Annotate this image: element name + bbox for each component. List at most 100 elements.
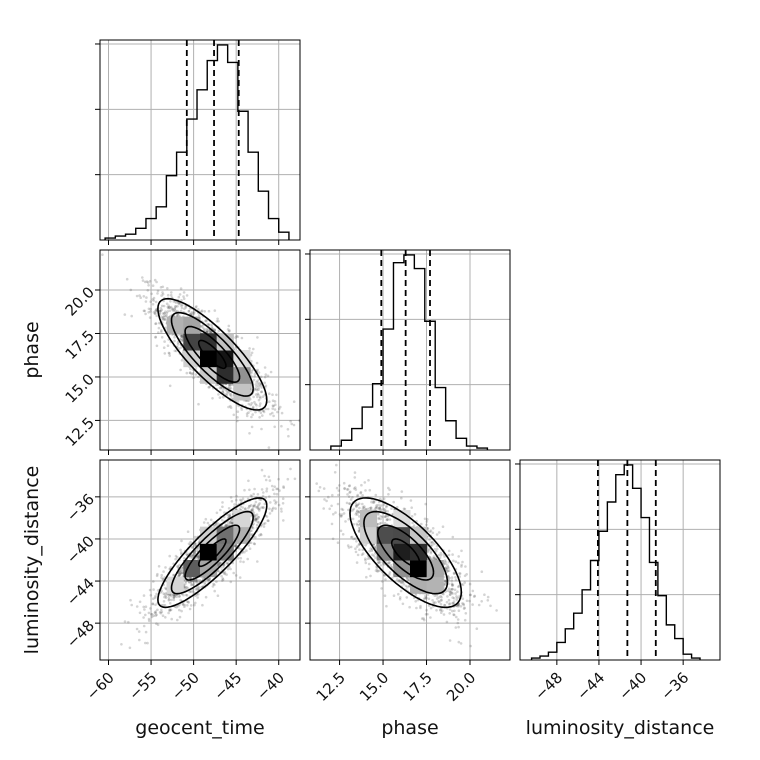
density-cell [233, 383, 251, 401]
panel-content [100, 460, 300, 660]
sample-point [137, 630, 141, 633]
sample-point [166, 293, 170, 297]
sample-point [238, 576, 242, 579]
sample-point [448, 639, 452, 642]
sample-point [171, 308, 174, 312]
sample-point [352, 487, 356, 490]
sample-point [189, 604, 193, 607]
panel-frame [309, 249, 511, 451]
sample-point [451, 535, 455, 539]
sample-point [251, 510, 255, 513]
sample-point [194, 306, 198, 309]
sample-point [176, 341, 180, 344]
sample-point [169, 608, 173, 612]
sample-point [273, 400, 277, 403]
sample-point [168, 384, 172, 388]
sample-point [439, 609, 442, 612]
sample-point [161, 577, 165, 581]
sample-point [253, 503, 256, 506]
sample-point [270, 484, 274, 488]
panel-content [310, 250, 510, 450]
sample-point [160, 589, 164, 593]
contour-level-0 [197, 339, 227, 370]
sample-point [169, 300, 172, 303]
sample-point [209, 518, 213, 522]
sample-point [411, 521, 414, 525]
sample-point [152, 580, 155, 583]
sample-point [243, 550, 246, 554]
sample-point [382, 563, 386, 566]
sample-point [387, 561, 391, 564]
sample-point [377, 560, 380, 563]
sample-point [345, 501, 349, 505]
sample-point [169, 609, 172, 612]
sample-point [190, 546, 194, 549]
sample-point [226, 561, 229, 565]
sample-point [391, 566, 394, 569]
sample-point [228, 513, 232, 516]
sample-point [149, 607, 152, 610]
density-cell [166, 576, 184, 594]
sample-point [223, 511, 226, 514]
sample-point [263, 375, 267, 379]
sample-point [144, 312, 147, 316]
sample-point [375, 506, 379, 509]
sample-point [144, 613, 147, 617]
sample-point [151, 298, 154, 301]
sample-point [255, 387, 258, 391]
sample-point [249, 385, 253, 388]
sample-point [161, 292, 165, 296]
sample-point [369, 506, 373, 510]
sample-point [145, 296, 148, 299]
sample-point [433, 547, 437, 551]
sample-point [173, 336, 176, 339]
sample-point [374, 493, 378, 497]
sample-point [388, 573, 391, 576]
sample-point [457, 585, 460, 589]
sample-point [250, 401, 254, 405]
sample-point [440, 611, 443, 614]
sample-point [174, 305, 177, 308]
sample-point [156, 289, 160, 293]
sample-point [141, 276, 144, 279]
y-axis-label-luminosity_distance: luminosity_distance [21, 466, 43, 655]
sample-point [187, 601, 190, 604]
sample-point [254, 518, 257, 521]
sample-point [147, 311, 150, 314]
sample-point [201, 326, 205, 330]
sample-point [280, 510, 283, 513]
sample-point [260, 386, 263, 389]
sample-point [260, 390, 263, 393]
density-cell [233, 366, 251, 384]
sample-point [358, 548, 361, 551]
sample-point [457, 555, 460, 558]
sample-point [253, 375, 256, 378]
y-axis-label-phase: phase [21, 321, 43, 378]
sample-point [454, 578, 458, 582]
sample-point [160, 576, 163, 579]
sample-point [195, 580, 198, 583]
sample-point [372, 501, 375, 504]
sample-point [343, 487, 346, 491]
sample-point [255, 506, 258, 509]
sample-point [286, 428, 290, 431]
sample-point [424, 613, 428, 616]
sample-point [451, 584, 454, 587]
sample-point [386, 518, 390, 521]
sample-point [282, 486, 285, 489]
sample-point [149, 310, 152, 313]
sample-point [215, 580, 218, 584]
sample-point [158, 321, 161, 325]
sample-point [374, 556, 377, 559]
contour-level-2 [170, 510, 254, 595]
sample-point [149, 300, 152, 303]
sample-point [245, 549, 248, 552]
sample-point [155, 613, 158, 617]
sample-point [399, 589, 403, 593]
sample-point [378, 522, 382, 525]
sample-point [174, 301, 178, 304]
sample-point [193, 603, 196, 607]
sample-point [175, 314, 179, 318]
sample-point [332, 512, 335, 516]
